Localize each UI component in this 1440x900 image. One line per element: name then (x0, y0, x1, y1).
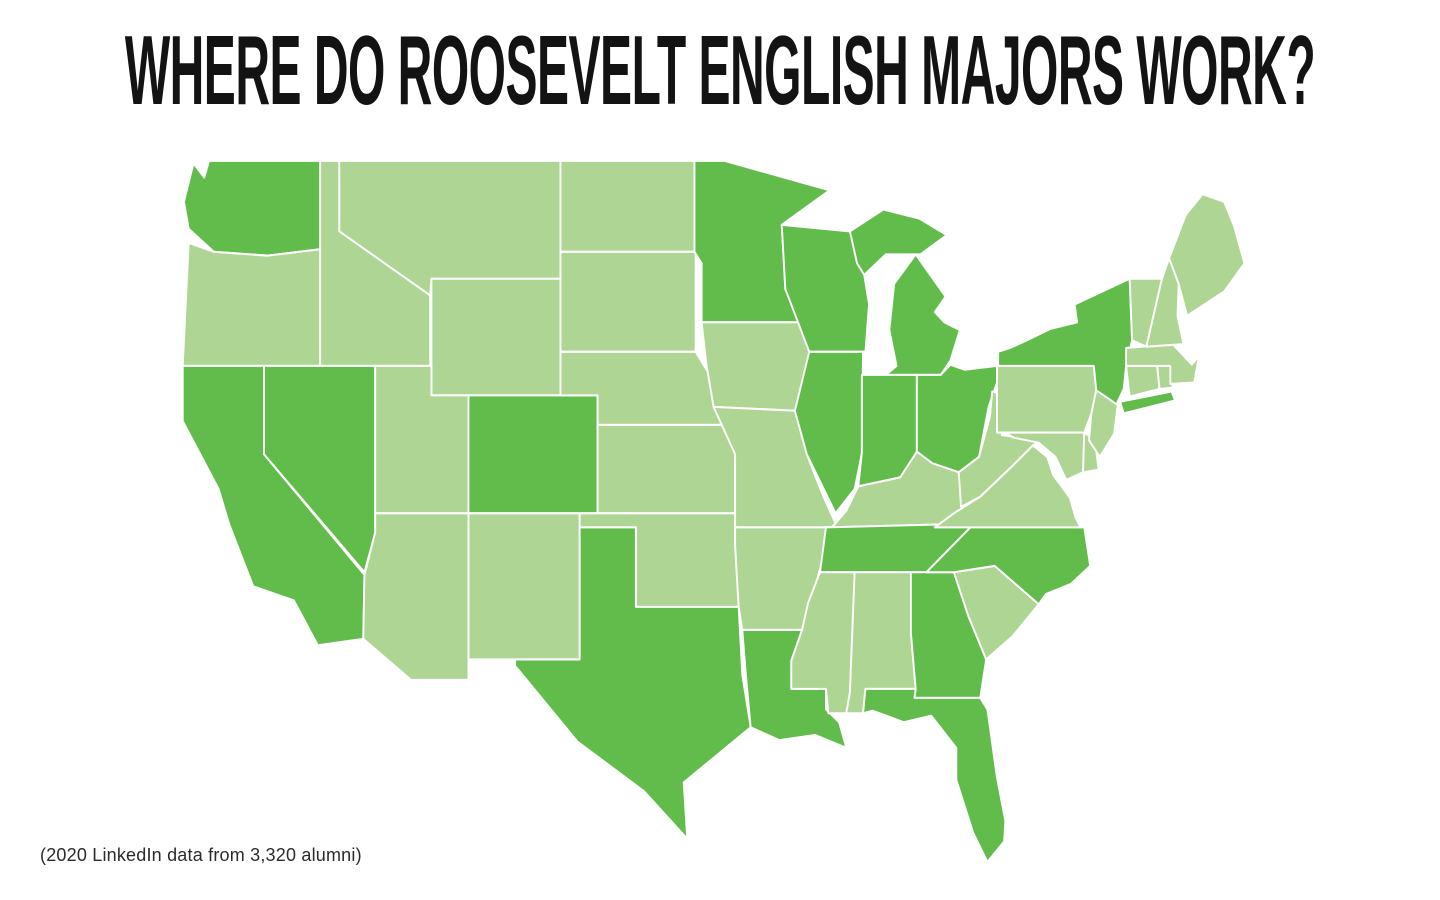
state-colorado (467, 394, 599, 515)
state-washington (182, 159, 322, 257)
state-new-mexico (467, 512, 581, 661)
state-florida (862, 687, 1007, 863)
us-choropleth-map (181, 159, 1246, 863)
state-maine (1168, 193, 1246, 317)
state-south-dakota (559, 250, 697, 353)
state-texas (514, 526, 752, 840)
state-michigan (848, 208, 961, 376)
us-choropleth-map-container (160, 148, 1260, 885)
state-north-carolina (925, 522, 1092, 606)
state-illinois (793, 350, 864, 515)
state-arizona (362, 512, 470, 681)
state-kansas (596, 423, 737, 515)
data-source-caption: (2020 LinkedIn data from 3,320 alumni) (40, 845, 362, 865)
page-title: WHERE DO ROOSEVELT ENGLISH MAJORS WORK? (124, 17, 1316, 127)
state-wyoming (430, 277, 562, 397)
state-massachusetts (1125, 343, 1200, 385)
state-oregon (181, 241, 322, 367)
state-connecticut (1125, 364, 1161, 398)
state-north-dakota (559, 159, 696, 253)
state-pennsylvania (996, 364, 1098, 434)
